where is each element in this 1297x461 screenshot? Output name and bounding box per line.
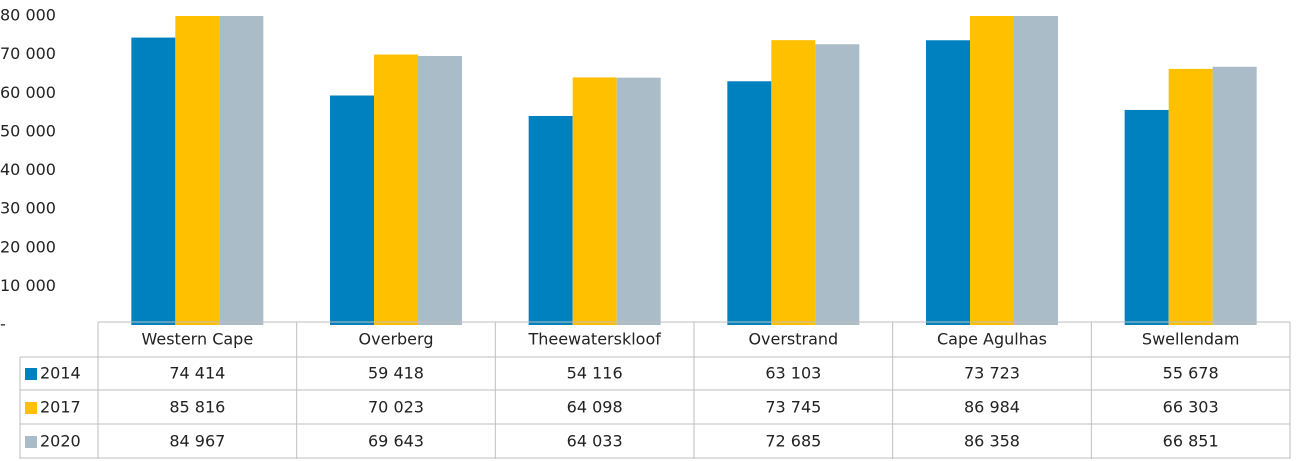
- table-value: 59 418: [368, 364, 424, 383]
- bar: [1014, 16, 1058, 325]
- table-value: 86 358: [964, 432, 1020, 451]
- legend-label: 2020: [40, 432, 81, 451]
- bar: [219, 16, 264, 325]
- y-tick-label: 40 000: [0, 160, 56, 179]
- bar: [727, 81, 772, 325]
- table-value: 86 984: [964, 398, 1020, 417]
- bar: [175, 16, 220, 325]
- y-tick-label: 80 000: [0, 6, 56, 25]
- table-value: 74 414: [169, 364, 225, 383]
- bar: [1168, 68, 1213, 325]
- table-value: 70 023: [368, 398, 424, 417]
- bar: [418, 56, 462, 326]
- bar: [572, 77, 617, 325]
- table-value: 64 098: [567, 398, 623, 417]
- table-value: 66 303: [1163, 398, 1219, 417]
- legend-key: [25, 436, 37, 448]
- bar: [616, 77, 661, 325]
- table-value: 72 685: [765, 432, 821, 451]
- table-value: 64 033: [567, 432, 623, 451]
- bar: [131, 37, 176, 325]
- bar: [926, 40, 970, 326]
- x-tick-label: Western Cape: [141, 330, 253, 349]
- y-tick-label: 70 000: [0, 44, 56, 63]
- legend-key: [25, 402, 37, 414]
- table-value: 73 745: [765, 398, 821, 417]
- y-tick-label: 10 000: [0, 276, 56, 295]
- bar: [970, 16, 1014, 326]
- y-tick-label: 50 000: [0, 121, 56, 140]
- bar: [815, 44, 860, 326]
- x-tick-label: Overstrand: [748, 330, 838, 349]
- table-value: 69 643: [368, 432, 424, 451]
- bar: [1124, 109, 1169, 325]
- x-tick-label: Cape Agulhas: [937, 330, 1047, 349]
- bar: [528, 115, 573, 325]
- y-tick-label: 60 000: [0, 83, 56, 102]
- table-value: 54 116: [567, 364, 623, 383]
- y-tick-label: 30 000: [0, 199, 56, 218]
- table-value: 85 816: [169, 398, 225, 417]
- legend-label: 2017: [40, 398, 81, 417]
- table-value: 84 967: [169, 432, 225, 451]
- x-tick-label: Theewaterskloof: [527, 330, 661, 349]
- table-value: 66 851: [1163, 432, 1219, 451]
- bar: [1212, 66, 1257, 325]
- plot-area: [131, 16, 1257, 326]
- bar: [771, 40, 816, 325]
- table-value: 63 103: [765, 364, 821, 383]
- legend-label: 2014: [40, 364, 81, 383]
- y-tick-label: -: [0, 315, 6, 334]
- legend-key: [25, 368, 37, 380]
- bar: [330, 95, 374, 325]
- x-tick-label: Swellendam: [1142, 330, 1240, 349]
- x-tick-label: Overberg: [359, 330, 434, 349]
- y-tick-label: 20 000: [0, 237, 56, 256]
- bar: [374, 54, 418, 325]
- table-value: 73 723: [964, 364, 1020, 383]
- table-value: 55 678: [1163, 364, 1219, 383]
